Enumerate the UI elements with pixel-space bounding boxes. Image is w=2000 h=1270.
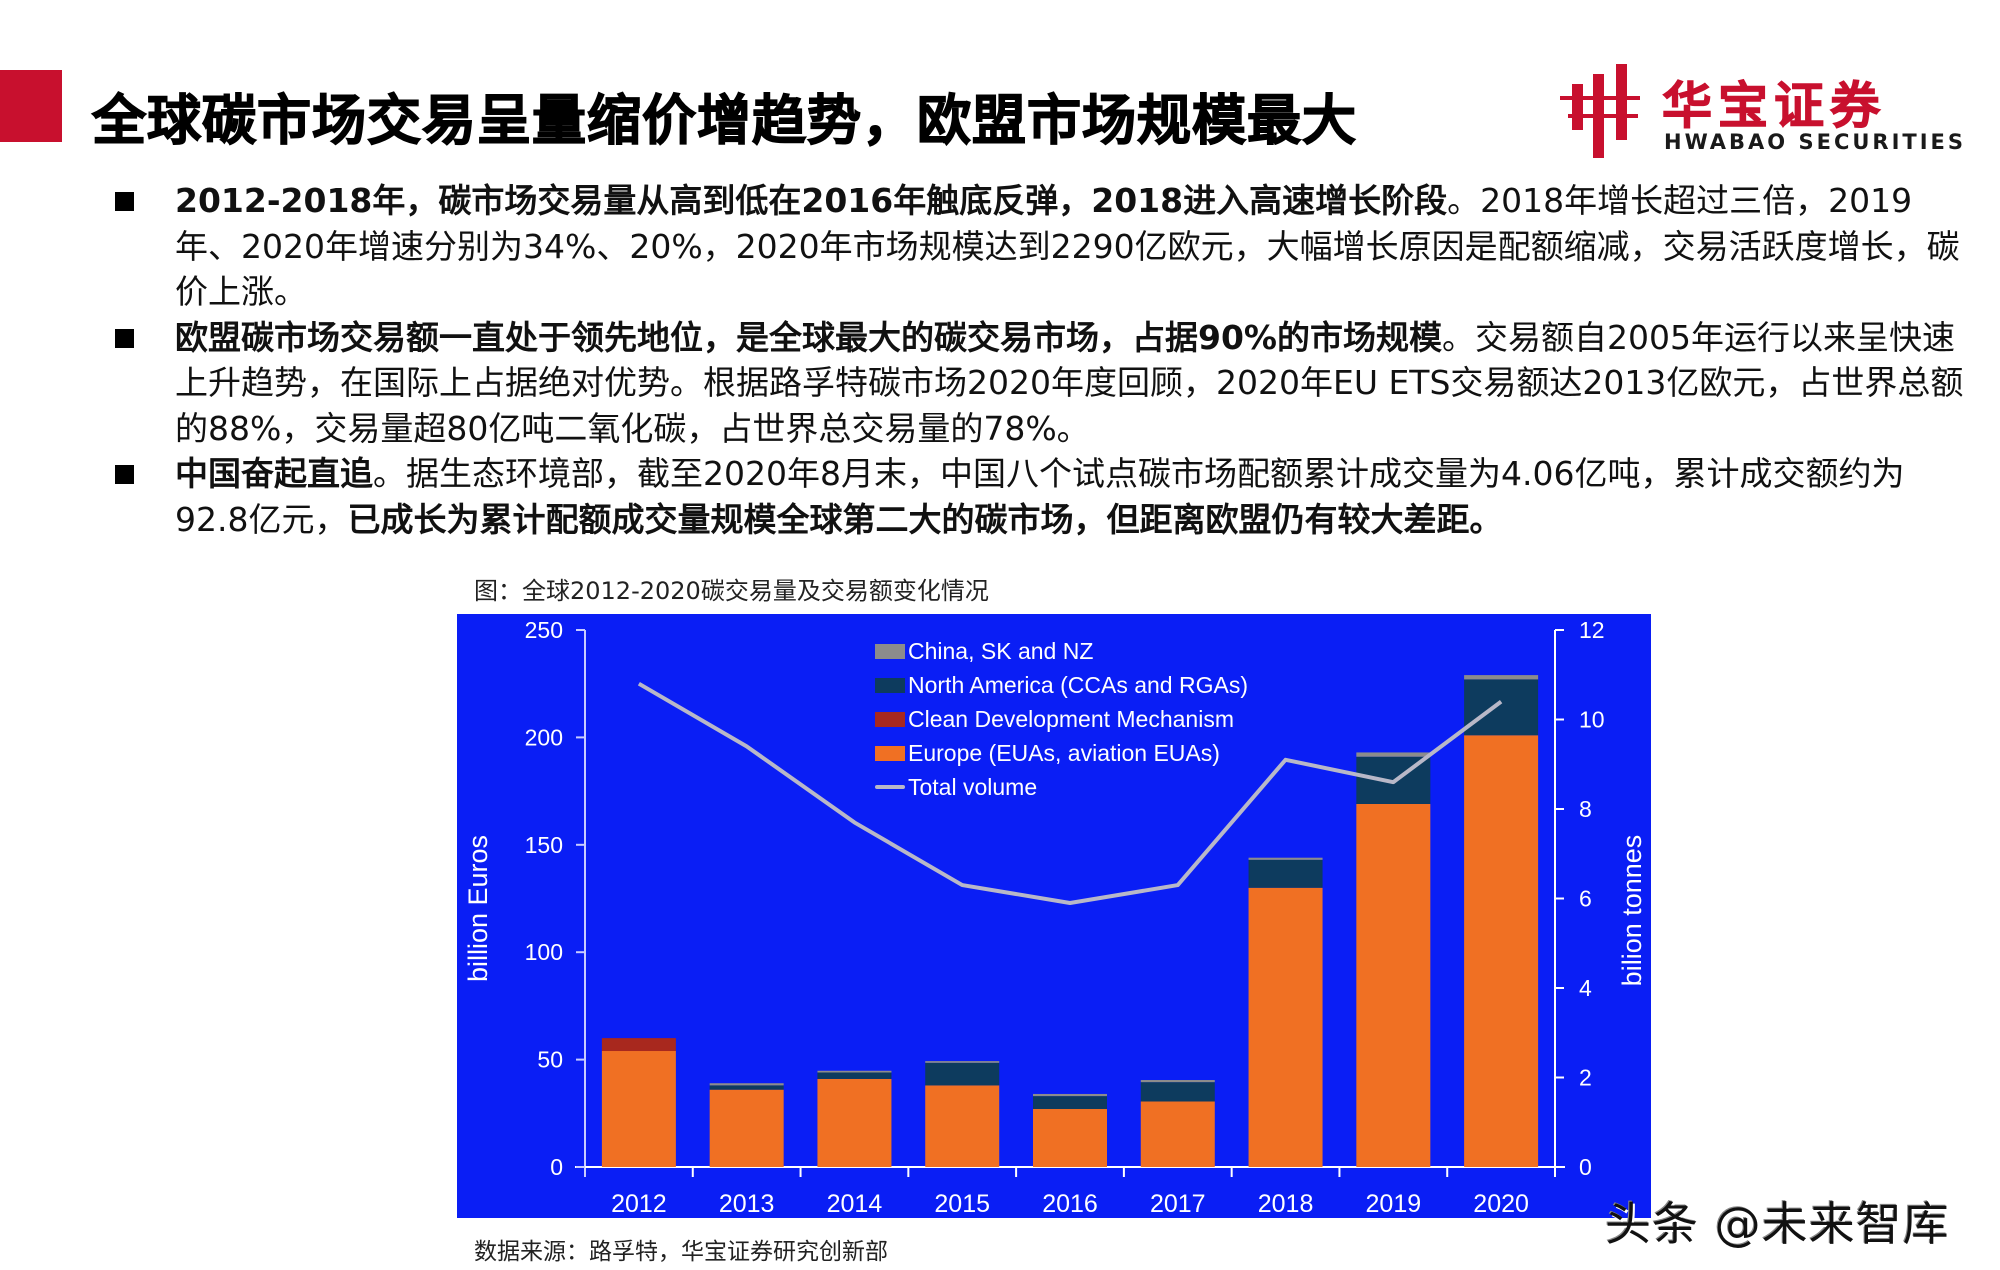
- bar-segment: [1464, 675, 1539, 680]
- bar-segment: [1033, 1093, 1107, 1097]
- bullet-text: 。据生态环境部，截至2020年8月末，中国八个试点碳市场配额累计成交量为4.06…: [175, 454, 1905, 539]
- bar-segment: [1033, 1096, 1107, 1110]
- x-tick-label: 2019: [1366, 1190, 1422, 1218]
- bar-segment: [1464, 735, 1539, 1167]
- company-logo: 华宝证券 HWABAO SECURITIES: [1560, 62, 1980, 162]
- bullet-text: 。交易额自2005年运行以来呈快速上升趋势，在国际上占据绝对优势。根据路孚特碳市…: [175, 317, 1964, 448]
- bar-segment: [709, 1089, 784, 1167]
- chart-canvas: 0 50 100 150 200 250 0 2 4 6 8 10 12 billion Euros bil…: [463, 617, 1647, 1218]
- bullet-square-icon: [115, 465, 134, 484]
- right-tick-label: 4: [1579, 975, 1592, 1001]
- bar-segment: [1356, 752, 1431, 757]
- legend-label: Total volume: [908, 773, 1038, 800]
- data-source: 数据来源：路孚特，华宝证券研究创新部: [474, 1239, 888, 1265]
- right-tick-label: 12: [1579, 617, 1605, 643]
- bullet-square-icon: [115, 328, 134, 348]
- bar-segment: [1248, 857, 1323, 860]
- hwabao-logo-icon: [1560, 64, 1640, 158]
- legend-label: Clean Development Mechanism: [908, 705, 1234, 732]
- right-tick-label: 2: [1579, 1065, 1592, 1091]
- carbon-market-chart: 0 50 100 150 200 250 0 2 4 6 8 10 12 billion Euros bil…: [457, 614, 1651, 1218]
- bar-segment: [925, 1062, 1000, 1086]
- bar-segment: [1356, 803, 1431, 1167]
- page-title: 全球碳市场交易呈量缩价增趋势，欧盟市场规模最大: [91, 88, 1357, 152]
- legend-label: North America (CCAs and RGAs): [908, 671, 1248, 698]
- x-tick-label: 2018: [1258, 1190, 1314, 1218]
- right-axis-title: bilion tonnes: [1617, 835, 1647, 987]
- bar-segment: [817, 1078, 892, 1167]
- left-tick-label: 100: [525, 939, 563, 965]
- left-axis-title: billion Euros: [463, 835, 493, 982]
- logo-chinese-name: 华宝证券: [1662, 77, 1886, 136]
- legend-swatch-icon: [875, 643, 905, 659]
- x-tick-label: 2015: [934, 1190, 990, 1218]
- bar-segment: [1248, 887, 1323, 1167]
- left-tick-label: 150: [525, 832, 563, 858]
- bar-segment: [1464, 679, 1539, 736]
- left-tick-label: 50: [537, 1047, 563, 1073]
- bullet-bold-text: 已成长为累计配额成交量规模全球第二大的碳市场，但距离欧盟仍有较大差距。: [347, 499, 1503, 539]
- x-tick-label: 2020: [1473, 1190, 1529, 1218]
- legend-swatch-icon: [875, 677, 905, 693]
- chart-legend: China, SK and NZ North America (CCAs and …: [875, 634, 1248, 804]
- x-tick-label: 2014: [827, 1190, 883, 1218]
- right-tick-label: 6: [1579, 886, 1592, 912]
- legend-item: North America (CCAs and RGAs): [875, 668, 1248, 702]
- bar-segment: [1140, 1080, 1215, 1083]
- x-tick-label: 2013: [719, 1190, 775, 1218]
- right-tick-label: 10: [1579, 707, 1605, 733]
- bar-segment: [709, 1083, 784, 1086]
- left-tick-label: 200: [525, 724, 563, 750]
- bullet-text: 。2018年增长超过三倍，2019年、2020年增速分别为34%、20%，202…: [175, 181, 1960, 311]
- bar-segment: [709, 1085, 784, 1090]
- bar-segment: [1248, 859, 1323, 888]
- bullet-item: 中国奋起直追。据生态环境部，截至2020年8月末，中国八个试点碳市场配额累计成交…: [112, 451, 1972, 542]
- bar-segment: [601, 1051, 676, 1167]
- logo-english-name: HWABAO SECURITIES: [1664, 130, 1966, 154]
- legend-item: Total volume: [875, 770, 1248, 804]
- legend-swatch-icon: [875, 785, 905, 789]
- legend-swatch-icon: [875, 711, 905, 727]
- bar-segment: [1140, 1082, 1215, 1102]
- bar-segment: [817, 1072, 892, 1079]
- legend-item: Europe (EUAs, aviation EUAs): [875, 736, 1248, 770]
- legend-swatch-icon: [875, 745, 905, 761]
- bullet-bold-text: 欧盟碳市场交易额一直处于领先地位，是全球最大的碳交易市场，占据90%的市场规模: [175, 317, 1442, 357]
- legend-label: China, SK and NZ: [908, 637, 1094, 664]
- legend-item: Clean Development Mechanism: [875, 702, 1248, 736]
- bar-segment: [1140, 1101, 1215, 1167]
- figure-caption: 图：全球2012-2020碳交易量及交易额变化情况: [474, 577, 989, 605]
- bullet-list: 2012-2018年，碳市场交易量从高到低在2016年触底反弹，2018进入高速…: [112, 178, 1972, 542]
- x-tick-label: 2016: [1042, 1190, 1098, 1218]
- left-tick-label: 250: [525, 617, 563, 643]
- left-tick-label: 0: [550, 1154, 563, 1180]
- bullet-square-icon: [115, 192, 134, 211]
- right-tick-label: 0: [1579, 1154, 1592, 1180]
- total-volume-line: [637, 681, 1503, 905]
- bar-segment: [925, 1085, 1000, 1167]
- legend-label: Europe (EUAs, aviation EUAs): [908, 739, 1220, 766]
- bullet-item: 2012-2018年，碳市场交易量从高到低在2016年触底反弹，2018进入高速…: [112, 178, 1972, 315]
- bar-segment: [601, 1038, 676, 1052]
- title-accent-bar: [0, 70, 62, 142]
- bullet-bold-text: 2012-2018年，碳市场交易量从高到低在2016年触底反弹，2018进入高速…: [175, 181, 1448, 220]
- bar-segment: [817, 1070, 892, 1073]
- legend-item: China, SK and NZ: [875, 634, 1248, 668]
- bar-segment: [925, 1061, 1000, 1063]
- x-tick-label: 2012: [611, 1190, 667, 1218]
- watermark: 头条 @未来智库: [1605, 1197, 1950, 1251]
- bullet-bold-text: 中国奋起直追: [175, 454, 373, 493]
- right-tick-label: 8: [1579, 796, 1592, 822]
- x-tick-label: 2017: [1150, 1190, 1206, 1218]
- bullet-item: 欧盟碳市场交易额一直处于领先地位，是全球最大的碳交易市场，占据90%的市场规模。…: [112, 315, 1972, 452]
- bar-segment: [1033, 1109, 1107, 1167]
